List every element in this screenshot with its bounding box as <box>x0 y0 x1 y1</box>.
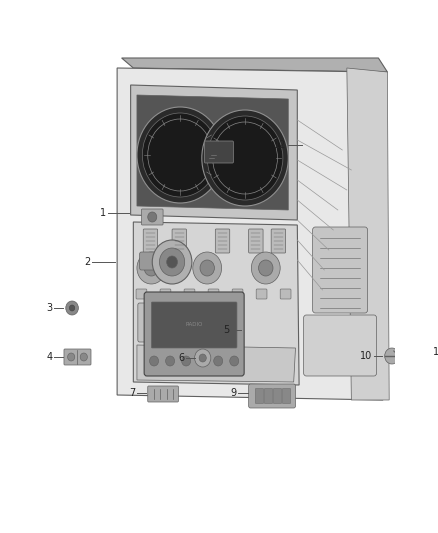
Polygon shape <box>131 85 297 220</box>
Polygon shape <box>133 222 299 385</box>
Circle shape <box>144 260 159 276</box>
Text: 7: 7 <box>129 388 135 398</box>
Circle shape <box>193 252 222 284</box>
FancyBboxPatch shape <box>215 229 230 253</box>
Text: 4: 4 <box>46 352 52 362</box>
FancyBboxPatch shape <box>265 389 272 403</box>
Circle shape <box>251 252 280 284</box>
Circle shape <box>142 113 218 197</box>
Text: 9: 9 <box>230 388 236 398</box>
Circle shape <box>258 260 273 276</box>
FancyBboxPatch shape <box>249 384 296 408</box>
Text: 12: 12 <box>274 140 286 150</box>
FancyBboxPatch shape <box>184 289 195 299</box>
Text: 2: 2 <box>84 257 90 267</box>
Circle shape <box>80 353 88 361</box>
Circle shape <box>137 252 166 284</box>
Circle shape <box>166 356 175 366</box>
Polygon shape <box>347 68 389 400</box>
Circle shape <box>152 240 192 284</box>
Text: RADIO: RADIO <box>185 322 202 327</box>
FancyBboxPatch shape <box>64 349 91 365</box>
Circle shape <box>137 107 223 203</box>
FancyBboxPatch shape <box>313 227 367 313</box>
Text: 11: 11 <box>433 347 438 357</box>
FancyBboxPatch shape <box>304 315 377 376</box>
Text: 6: 6 <box>179 353 185 363</box>
FancyBboxPatch shape <box>160 289 171 299</box>
FancyBboxPatch shape <box>172 229 187 253</box>
FancyBboxPatch shape <box>256 289 267 299</box>
Circle shape <box>149 356 159 366</box>
FancyBboxPatch shape <box>141 209 163 225</box>
Circle shape <box>182 356 191 366</box>
Circle shape <box>202 110 288 206</box>
Circle shape <box>66 301 78 315</box>
FancyBboxPatch shape <box>255 389 264 403</box>
Circle shape <box>194 349 211 367</box>
FancyBboxPatch shape <box>205 141 233 163</box>
Text: 5: 5 <box>223 325 230 335</box>
FancyBboxPatch shape <box>138 303 213 342</box>
FancyBboxPatch shape <box>273 389 282 403</box>
FancyBboxPatch shape <box>232 289 243 299</box>
FancyBboxPatch shape <box>208 289 219 299</box>
Circle shape <box>148 212 157 222</box>
Circle shape <box>200 260 215 276</box>
Polygon shape <box>137 345 296 382</box>
Circle shape <box>69 305 75 311</box>
Polygon shape <box>122 58 387 72</box>
Circle shape <box>214 356 223 366</box>
Text: 10: 10 <box>360 351 372 361</box>
Circle shape <box>67 353 75 361</box>
FancyBboxPatch shape <box>271 229 286 253</box>
FancyBboxPatch shape <box>144 292 244 376</box>
Circle shape <box>230 356 239 366</box>
Circle shape <box>167 256 177 268</box>
FancyBboxPatch shape <box>136 289 147 299</box>
FancyBboxPatch shape <box>152 302 237 348</box>
FancyBboxPatch shape <box>283 389 290 403</box>
Circle shape <box>198 356 207 366</box>
Polygon shape <box>117 68 383 400</box>
Circle shape <box>199 354 206 362</box>
Polygon shape <box>137 95 288 210</box>
FancyBboxPatch shape <box>148 386 178 402</box>
Circle shape <box>207 116 283 200</box>
FancyBboxPatch shape <box>140 252 159 270</box>
Text: 1: 1 <box>100 208 106 218</box>
Text: 3: 3 <box>46 303 52 313</box>
Circle shape <box>159 248 185 276</box>
Circle shape <box>385 348 399 364</box>
FancyBboxPatch shape <box>280 289 291 299</box>
FancyBboxPatch shape <box>249 229 263 253</box>
FancyBboxPatch shape <box>143 229 158 253</box>
